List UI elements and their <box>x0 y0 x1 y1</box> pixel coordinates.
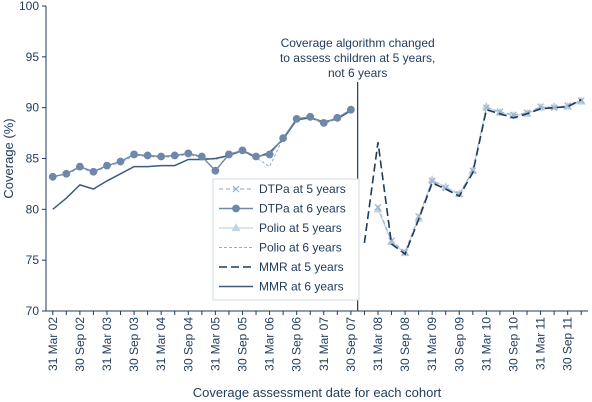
x-tick-label: 31 Mar 03 <box>100 317 114 371</box>
series-polio-at-5-years-line <box>377 101 582 254</box>
series-dtpa-at-6-years-point <box>252 152 260 161</box>
x-tick-label: 30 Sep 10 <box>506 317 520 372</box>
x-tick-label: 30 Sep 06 <box>290 317 304 372</box>
legend: DTPa at 5 years DTPa at 6 years Polio at 5… <box>212 178 360 301</box>
legend-item-mmr-at-6-years-label: MMR at 6 years <box>259 280 344 294</box>
annotation-line-1: Coverage algorithm changed <box>281 36 435 50</box>
series-dtpa-at-6-years-point <box>75 162 84 171</box>
y-tick-label: 85 <box>26 152 40 166</box>
x-tick-label: 30 Sep 03 <box>127 317 141 372</box>
series-dtpa-at-6-years-point <box>265 150 274 159</box>
legend-item-dtpa-at-5-years-label: DTPa at 5 years <box>259 182 346 196</box>
series-dtpa-at-5-years-point <box>415 212 423 220</box>
series-dtpa-at-6-years-point <box>346 105 355 114</box>
series-dtpa-at-6-years-point <box>211 166 220 175</box>
series-dtpa-at-6-years-point <box>48 172 57 181</box>
x-tick-label: 31 Mar 06 <box>263 317 277 371</box>
legend-item-dtpa-at-5-years: DTPa at 5 years <box>219 182 346 196</box>
series-dtpa-at-6-years-point <box>238 146 247 155</box>
series-dtpa-at-6-years-point <box>279 134 288 143</box>
x-tick-label: 30 Sep 07 <box>344 317 358 372</box>
x-tick-label: 31 Mar 02 <box>46 317 60 371</box>
series-dtpa-at-5-years-point <box>455 190 463 198</box>
series-dtpa-at-6-years-line <box>52 109 352 178</box>
y-tick-label: 90 <box>26 101 40 115</box>
y-tick-label: 75 <box>26 253 40 267</box>
series-dtpa-at-5-years-point <box>550 104 558 112</box>
series-dtpa-at-6-years-point <box>225 150 233 159</box>
legend-item-polio-at-5-years-point <box>231 223 241 232</box>
series-layer <box>48 96 586 257</box>
x-tick-label: 31 Mar 08 <box>371 317 385 371</box>
series-dtpa-at-6-years-point <box>89 167 98 176</box>
x-tick-label: 30 Sep 05 <box>235 317 249 372</box>
series-mmr-at-5-years <box>363 98 582 256</box>
x-tick-label: 31 Mar 07 <box>317 317 331 371</box>
x-tick-label: 30 Sep 09 <box>452 317 466 372</box>
series-dtpa-at-6-years-point <box>130 150 138 159</box>
x-tick-label: 30 Sep 04 <box>181 317 195 372</box>
series-dtpa-at-6-years-point <box>62 169 71 178</box>
legend-item-dtpa-at-6-years-label: DTPa at 6 years <box>259 202 346 216</box>
y-axis-title: Coverage (%) <box>1 118 16 198</box>
x-tick-label: 30 Sep 02 <box>73 317 87 372</box>
x-axis-title: Coverage assessment date for each cohort <box>193 385 442 400</box>
series-dtpa-at-6-years-point <box>157 152 166 161</box>
series-dtpa-at-6-years-point <box>319 119 328 127</box>
legend-item-polio-at-5-years: Polio at 5 years <box>219 221 342 235</box>
series-dtpa-at-6-years-point <box>103 161 111 170</box>
series-dtpa-at-5-years-point <box>388 237 395 245</box>
x-tick-label: 31 Mar 11 <box>534 317 548 370</box>
annotation-line-2: to assess children at 5 years, <box>280 51 435 65</box>
series-dtpa-at-5-years-point <box>428 177 436 185</box>
series-dtpa-at-6-years-point <box>197 152 206 161</box>
x-tick-label: 30 Sep 11 <box>561 317 575 371</box>
y-tick-label: 70 <box>26 304 40 318</box>
series-dtpa-at-6-years <box>48 105 355 181</box>
y-tick-label: 100 <box>19 0 39 13</box>
series-dtpa-at-5-years-line <box>377 99 582 253</box>
series-dtpa-at-6-years-point <box>184 149 193 158</box>
legend-item-mmr-at-5-years-label: MMR at 5 years <box>259 260 344 274</box>
y-tick-label: 80 <box>26 202 40 216</box>
series-dtpa-at-6-years-point <box>143 151 152 160</box>
series-dtpa-at-6-years-point <box>170 151 179 160</box>
series-dtpa-at-6-years-point <box>333 113 342 122</box>
series-polio-at-6-years <box>52 110 352 177</box>
legend-box <box>212 178 360 301</box>
x-tick-label: 31 Mar 05 <box>208 317 222 371</box>
series-polio-at-6-years-line <box>52 110 352 177</box>
legend-item-dtpa-at-6-years-point <box>232 204 240 213</box>
chart-axes: 70 75 80 85 90 95 100 31 Mar 02 30 Sep 02 31 Mar … <box>19 0 588 372</box>
series-dtpa-at-6-years-point <box>116 157 125 166</box>
y-tick-label: 95 <box>26 50 40 64</box>
series-mmr-at-5-years-line <box>363 98 582 256</box>
legend-item-polio-at-5-years-label: Polio at 5 years <box>259 221 342 235</box>
series-dtpa-at-6-years-point <box>306 112 315 121</box>
x-tick-label: 31 Mar 10 <box>479 317 493 371</box>
series-dtpa-at-5-years-point <box>577 97 585 105</box>
x-tick-label: 31 Mar 09 <box>425 317 439 371</box>
series-dtpa-at-5-years <box>374 97 585 256</box>
series-dtpa-at-5-years-point <box>469 167 477 175</box>
annotation-line-3: not 6 years <box>328 66 387 80</box>
legend-item-polio-at-6-years: Polio at 6 years <box>219 241 342 255</box>
series-dtpa-at-6-years-point <box>292 114 301 123</box>
x-tick-label: 31 Mar 04 <box>154 317 168 371</box>
series-dtpa-at-5-years-point <box>374 203 382 211</box>
legend-item-polio-at-6-years-label: Polio at 6 years <box>259 241 342 255</box>
legend-item-dtpa-at-5-years-point <box>232 185 240 193</box>
series-dtpa-at-5-years-point <box>564 102 572 110</box>
x-tick-label: 30 Sep 08 <box>398 317 412 372</box>
series-polio-at-5-years <box>373 96 586 257</box>
legend-item-mmr-at-5-years: MMR at 5 years <box>219 260 344 274</box>
legend-item-mmr-at-6-years: MMR at 6 years <box>219 280 344 294</box>
legend-item-dtpa-at-6-years: DTPa at 6 years <box>219 202 346 216</box>
